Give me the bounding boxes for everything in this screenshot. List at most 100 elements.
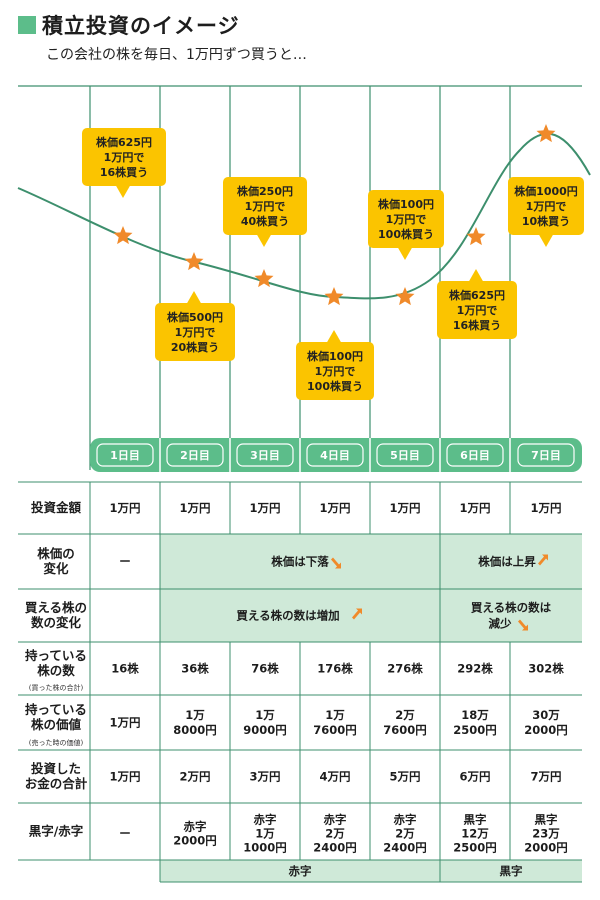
bubble-text: 1万円で	[245, 200, 286, 213]
cell-value: 2500円	[453, 723, 497, 737]
cell-value: 302株	[528, 662, 564, 676]
price-down-label: 株価は下落	[271, 555, 329, 569]
cell-value: ー	[119, 827, 131, 841]
cell-value: 1万	[255, 827, 275, 841]
row-header: 黒字/赤字	[29, 824, 84, 839]
row-header: 株価の	[37, 546, 75, 561]
row-header: 投資金額	[31, 500, 82, 515]
day-tab	[376, 443, 434, 467]
price-bubble	[296, 342, 374, 400]
cell-value: 7600円	[383, 723, 427, 737]
bubble-text: 株価100円	[378, 197, 434, 211]
row-header: 買える株の	[25, 600, 87, 615]
price-star-icon	[324, 287, 344, 306]
bubble-text: 1万円で	[104, 151, 145, 164]
price-star-icon	[184, 252, 204, 271]
page-subtitle: この会社の株を毎日、1万円ずつ買うと…	[46, 47, 307, 63]
bubble-text: 1万円で	[175, 326, 216, 339]
day-label: 4日目	[320, 449, 350, 462]
day-label: 5日目	[390, 449, 420, 462]
cell-value: 1万円	[459, 501, 490, 515]
down-arrow-icon-shape	[518, 619, 528, 631]
day-tab	[236, 443, 294, 467]
day-label: 2日目	[180, 449, 210, 462]
up-arrow-icon-shape	[538, 554, 548, 566]
cell-value: 18万	[461, 708, 489, 722]
bubble-pointer	[256, 233, 272, 247]
cell-value: 276株	[387, 662, 423, 676]
cell-value: 1万円	[530, 501, 561, 515]
cell-value: 1万円	[319, 501, 350, 515]
down-arrow-icon	[331, 557, 341, 569]
bubble-pointer	[468, 269, 484, 283]
cell-value: 292株	[457, 662, 493, 676]
price-bubble	[223, 177, 307, 235]
price-star-icon	[536, 124, 556, 143]
price-bubble	[437, 281, 517, 339]
price-bubble	[368, 190, 444, 248]
cell-value: 1万	[325, 708, 345, 722]
cell-value: 赤字	[184, 820, 207, 834]
cell-value: 23万	[532, 827, 560, 841]
cell-value: 4万円	[319, 770, 350, 784]
cell-value: 8000円	[173, 723, 217, 737]
shares-decrease-label: 買える株の数は	[471, 601, 552, 615]
row-header-note: (買った株の合計)	[29, 683, 84, 692]
bubble-pointer	[538, 233, 554, 247]
bubble-text: 40株買う	[241, 214, 289, 228]
cell-value: ー	[119, 555, 131, 569]
title-marker	[18, 16, 36, 34]
cell-value: 1万	[185, 708, 205, 722]
cell-value: 6万円	[459, 770, 490, 784]
bubble-text: 100株買う	[378, 227, 434, 241]
cell-value: 30万	[532, 708, 560, 722]
cell-value: 76株	[251, 662, 279, 676]
bubble-pointer	[326, 330, 342, 344]
bubble-text: 20株買う	[171, 340, 219, 354]
cell-value: 2000円	[173, 834, 217, 848]
cell-value: 12万	[461, 827, 489, 841]
bubble-text: 1万円で	[386, 213, 427, 226]
price-star-icon	[113, 226, 133, 245]
price-bubble	[508, 177, 584, 235]
cell-value: 1万円	[389, 501, 420, 515]
cell-value: 赤字	[394, 813, 417, 827]
cell-value: 2400円	[313, 841, 357, 855]
day-tab	[96, 443, 154, 467]
row-header-note: (売った時の価値)	[29, 738, 84, 747]
row-header: 数の変化	[30, 615, 82, 630]
bubble-text: 株価250円	[237, 184, 293, 198]
row-header: お金の合計	[25, 776, 88, 791]
bubble-text: 16株買う	[100, 165, 148, 179]
cell-value: 16株	[111, 662, 139, 676]
cell-value: 1万円	[249, 501, 280, 515]
shares-increase-label: 買える株の数は増加	[236, 609, 339, 623]
day-label: 3日目	[250, 449, 280, 462]
row-header: 持っている	[25, 648, 87, 663]
bubble-text: 株価100円	[307, 349, 363, 363]
shares-decrease-label: 減少	[489, 617, 512, 631]
cell-value: 1万円	[109, 501, 140, 515]
cell-value: 赤字	[254, 813, 277, 827]
bubble-text: 株価500円	[167, 310, 223, 324]
cell-value: 1000円	[243, 841, 287, 855]
cell-value: 黒字	[464, 813, 487, 827]
cell-value: 36株	[181, 662, 209, 676]
bubble-text: 100株買う	[307, 379, 363, 393]
day-tab	[166, 443, 224, 467]
up-arrow-icon	[538, 554, 548, 566]
up-arrow-icon-shape	[352, 608, 362, 620]
up-arrow-icon	[352, 608, 362, 620]
cell-value: 7600円	[313, 723, 357, 737]
price-up-label: 株価は上昇	[478, 555, 536, 569]
cell-value: 5万円	[389, 770, 420, 784]
cell-value: 1万円	[109, 770, 140, 784]
price-curve	[17, 132, 591, 300]
row-header: 持っている	[25, 702, 87, 717]
cell-value: 9000円	[243, 723, 287, 737]
cell-value: 1万円	[109, 716, 140, 730]
bubble-text: 株価625円	[449, 288, 505, 302]
day-label: 7日目	[531, 449, 561, 462]
bubble-text: 1万円で	[315, 365, 356, 378]
